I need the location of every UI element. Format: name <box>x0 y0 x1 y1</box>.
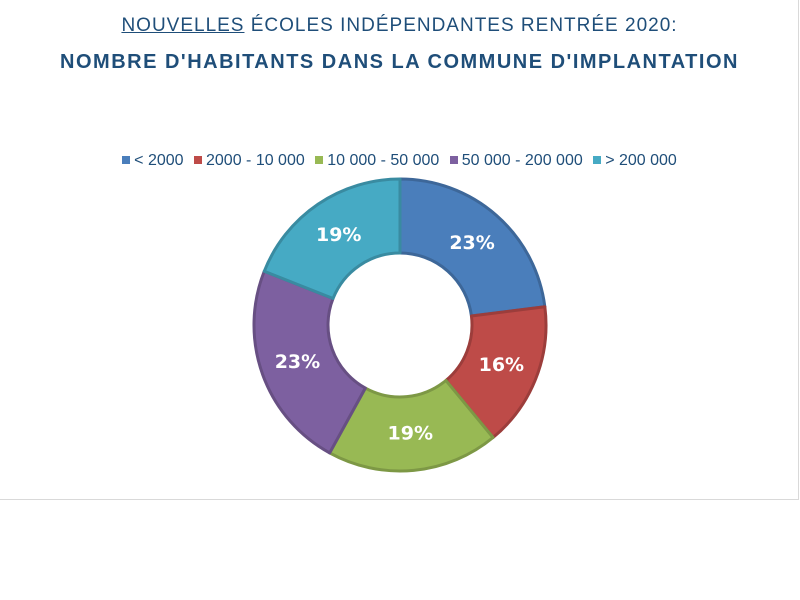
legend-label-5: > 200 000 <box>605 152 677 169</box>
legend-item-3: 10 000 - 50 000 <box>315 152 439 170</box>
legend-label-3: 10 000 - 50 000 <box>327 152 440 169</box>
legend-item-2: 2000 - 10 000 <box>194 152 305 170</box>
donut-slice-label-5: 19% <box>316 224 361 246</box>
donut-slice-4 <box>252 269 367 455</box>
legend-label-4: 50 000 - 200 000 <box>461 152 583 169</box>
legend-label-2: 2000 - 10 000 <box>206 152 305 169</box>
chart-title-rest: ÉCOLES INDÉPENDANTES RENTRÉE 2020: <box>244 15 678 36</box>
legend-item-4: 50 000 - 200 000 <box>449 152 583 170</box>
legend-item-5: > 200 000 <box>593 152 677 170</box>
legend-item-1: < 2000 <box>122 152 184 170</box>
donut-slice-label-3: 19% <box>388 423 433 445</box>
legend-swatch-1 <box>122 156 131 164</box>
chart-subtitle: NOMBRE D'HABITANTS DANS LA COMMUNE D'IMP… <box>60 51 739 73</box>
chart-title-underlined: NOUVELLES <box>121 15 245 36</box>
legend-label-1: < 2000 <box>134 152 184 169</box>
legend-swatch-3 <box>315 156 324 164</box>
chart-legend: < 2000 2000 - 10 000 10 000 - 50 000 50 … <box>0 152 799 170</box>
donut-slice-1 <box>398 177 547 318</box>
donut-slice-3 <box>328 378 495 473</box>
donut-slice-5 <box>262 177 402 300</box>
legend-swatch-2 <box>194 156 202 164</box>
donut-slice-label-2: 16% <box>479 354 524 376</box>
donut-slice-label-1: 23% <box>449 232 494 254</box>
legend-swatch-4 <box>449 156 458 164</box>
legend-swatch-5 <box>593 156 602 164</box>
donut-slice-label-4: 23% <box>275 351 320 373</box>
chart-title-line1: NOUVELLES ÉCOLES INDÉPENDANTES RENTRÉE 2… <box>0 15 799 37</box>
donut-chart: 23% 16% 19% 23% 19% <box>252 177 548 473</box>
